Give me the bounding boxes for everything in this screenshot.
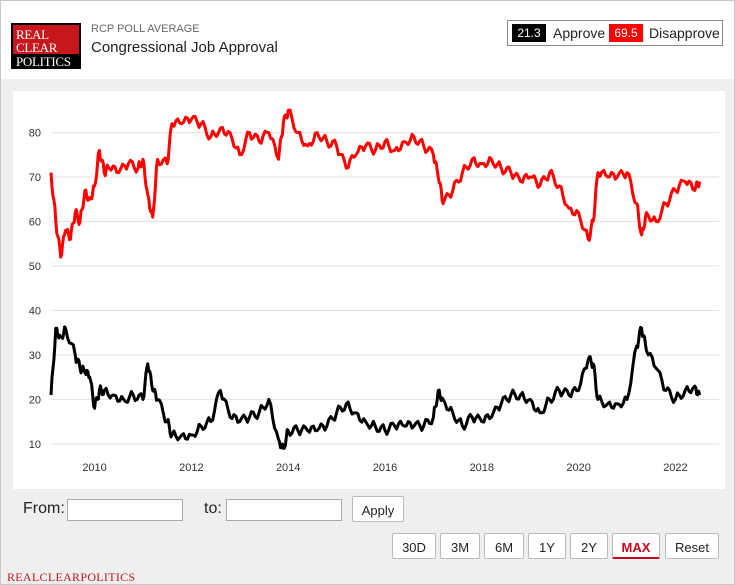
line-chart: 10 20 30 40 50 60 70 80 2010 2012 2014 2016 2018 2020… [29,108,719,474]
x-tick-label: 2012 [179,462,203,474]
approve-value-badge: 21.3 [512,24,546,42]
y-tick-label: 40 [29,305,41,317]
y-tick-label: 50 [29,261,41,273]
from-date-input[interactable] [67,499,183,521]
y-tick-label: 20 [29,394,41,406]
y-tick-label: 70 [29,172,41,184]
date-range-controls: From: to: Apply [1,491,734,537]
logo-line-2: CLEAR [16,40,58,55]
x-tick-label: 2014 [276,462,300,474]
header: REAL CLEAR POLITICS RCP POLL AVERAGE Con… [1,1,734,79]
y-tick-label: 30 [29,350,41,362]
apply-button[interactable]: Apply [352,496,404,522]
legend: 21.3 Approve 69.5 Disapprove [507,20,723,46]
approve-label: Approve [553,25,606,41]
series-line-approve [49,325,702,450]
chart-area: 10 20 30 40 50 60 70 80 2010 2012 2014 2016 2018 2020… [13,91,725,489]
y-tick-label: 60 [29,217,41,229]
y-tick-label: 80 [29,128,41,140]
range-3m-button[interactable]: 3M [440,533,480,559]
logo-line-1: REAL [16,27,49,42]
range-max-button[interactable]: MAX [612,533,660,559]
x-tick-label: 2022 [663,462,687,474]
range-6m-button[interactable]: 6M [484,533,524,559]
x-tick-label: 2016 [373,462,397,474]
from-label: From: [23,500,65,517]
to-date-input[interactable] [226,499,342,521]
chart-title: Congressional Job Approval [91,39,278,56]
disapprove-label: Disapprove [649,25,720,41]
rcp-logo: REAL CLEAR POLITICS [11,23,81,69]
x-tick-label: 2018 [470,462,494,474]
range-2y-button[interactable]: 2Y [570,533,608,559]
range-1y-button[interactable]: 1Y [528,533,566,559]
chart-subtitle: RCP POLL AVERAGE [91,23,200,35]
series-line-disapprove [49,108,702,259]
reset-button[interactable]: Reset [665,533,719,559]
logo-line-3: POLITICS [11,54,81,69]
disapprove-value-badge: 69.5 [609,24,643,42]
footer-brand: REALCLEARPOLITICS [7,570,136,584]
y-tick-label: 10 [29,439,41,451]
x-tick-label: 2020 [566,462,590,474]
x-tick-label: 2010 [82,462,106,474]
range-30d-button[interactable]: 30D [392,533,436,559]
to-label: to: [204,500,222,517]
